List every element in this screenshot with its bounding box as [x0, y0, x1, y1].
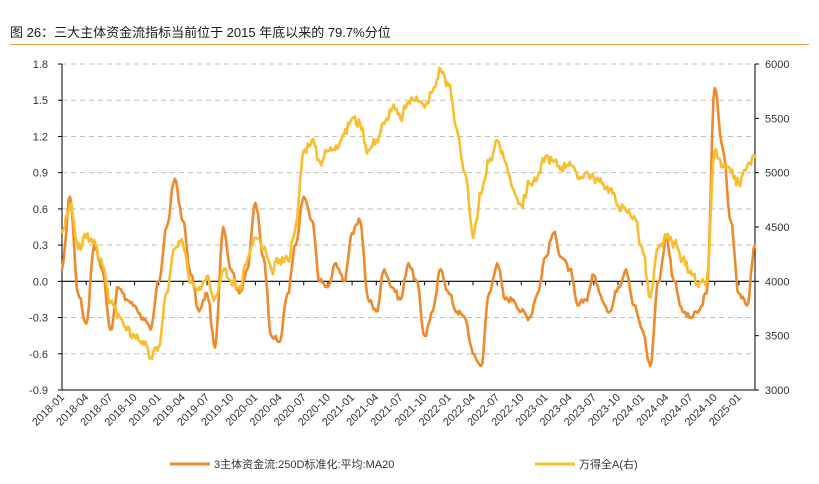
- y-left-tick-label: -0.6: [29, 349, 48, 361]
- grid-lines: [62, 63, 755, 391]
- y-left-tick-label: -0.3: [29, 313, 48, 325]
- y-right-tick-label: 4000: [765, 276, 789, 288]
- y-right-tick-label: 3000: [765, 385, 789, 397]
- y-left-tick-label: 0.6: [33, 204, 48, 216]
- y-right-tick-label: 4500: [765, 222, 789, 234]
- legend: 3主体资金流:250D标准化:平均:MA20 万得全A(右): [170, 457, 638, 471]
- legend-label: 万得全A(右): [579, 457, 638, 471]
- y-right-tick-label: 6000: [765, 59, 789, 71]
- y-left-tick-label: 0.0: [33, 276, 48, 288]
- legend-label: 3主体资金流:250D标准化:平均:MA20: [214, 457, 394, 471]
- title-underline: [10, 44, 809, 45]
- series-wind-all-a-line: [60, 66, 757, 361]
- y-right-tick-label: 3500: [765, 331, 789, 343]
- y-axis-right: 6000 5500 5000 4500 4000 3500 3000: [754, 59, 789, 397]
- series-capital-flow-line: [60, 86, 757, 368]
- y-left-tick-label: 1.8: [33, 59, 48, 71]
- y-right-tick-label: 5500: [765, 113, 789, 125]
- y-left-tick-label: 0.9: [33, 168, 48, 180]
- y-axis-left: 1.8 1.5 1.2 0.9 0.6 0.3 0.0 -0.3 -0.6 -0.9: [29, 59, 63, 397]
- figure-title: 图 26：三大主体资金流指标当前位于 2015 年底以来的 79.7%分位: [10, 25, 391, 40]
- y-right-tick-label: 5000: [765, 168, 789, 180]
- y-left-tick-label: 0.3: [33, 240, 48, 252]
- series-lines: [60, 66, 757, 368]
- y-left-tick-label: -0.9: [29, 385, 48, 397]
- y-left-tick-label: 1.2: [33, 131, 48, 143]
- y-left-tick-label: 1.5: [33, 95, 48, 107]
